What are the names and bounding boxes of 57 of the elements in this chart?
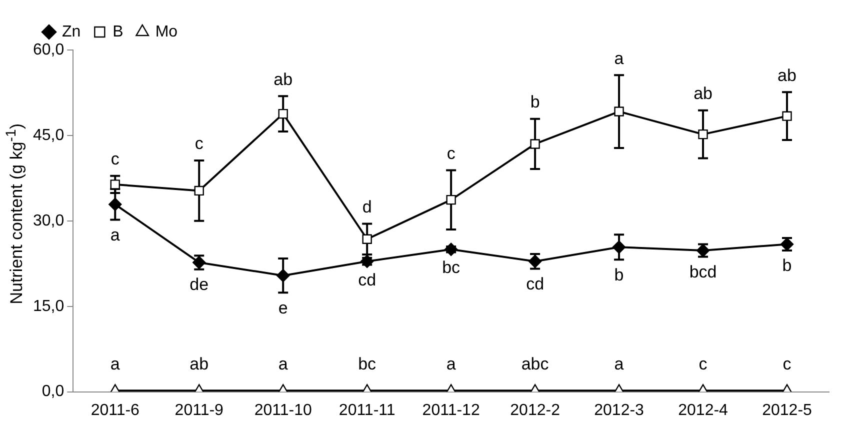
annotation: a <box>110 225 120 244</box>
y-tick-label: 45,0 <box>33 126 64 144</box>
x-tick-label: 2012-4 <box>678 402 728 419</box>
annotation: c <box>782 354 792 374</box>
legend-label: B <box>112 23 124 40</box>
annotation: ab <box>190 354 209 374</box>
x-tick-label: 2012-2 <box>510 402 560 419</box>
annotation: bc <box>442 258 461 277</box>
point <box>782 111 792 121</box>
x-tick-label: 2011-9 <box>174 402 224 419</box>
y-tick-label: 60,0 <box>33 41 64 58</box>
point <box>444 242 458 256</box>
point <box>362 234 372 244</box>
x-tick-label: 2011-11 <box>338 402 396 419</box>
annotation: d <box>362 197 372 216</box>
point <box>614 106 624 116</box>
annotation: ab <box>274 70 293 89</box>
x-tick-label: 2012-5 <box>762 402 812 419</box>
annotation: bc <box>358 354 377 374</box>
annotation: a <box>446 354 456 374</box>
annotation: cd <box>358 270 376 290</box>
annotation: a <box>110 354 120 374</box>
point <box>278 108 288 119</box>
legend-label: Zn <box>62 23 81 40</box>
point <box>530 139 540 149</box>
point <box>110 180 120 190</box>
point <box>108 198 122 211</box>
x-tick-label: 2012-3 <box>594 402 644 419</box>
x-tick-label: 2011-12 <box>422 402 480 419</box>
annotation: a <box>614 354 624 374</box>
x-tick-label: 2011-10 <box>254 402 312 419</box>
point <box>612 240 626 254</box>
annotation: ab <box>778 66 796 85</box>
annotation: c <box>194 134 204 154</box>
y-tick-label: 30,0 <box>33 212 64 230</box>
annotation: abc <box>521 354 550 374</box>
point <box>194 186 204 196</box>
annotation: b <box>614 265 624 284</box>
annotation: e <box>278 298 288 318</box>
annotation: c <box>110 150 120 169</box>
y-tick-label: 0,0 <box>42 383 64 400</box>
x-tick-label: 2011-6 <box>90 402 140 419</box>
annotation: de <box>190 275 209 294</box>
point <box>276 268 290 282</box>
annotation: ab <box>694 84 712 104</box>
legend-label: Mo <box>155 23 178 40</box>
annotation: bcd <box>689 262 717 282</box>
annotation: c <box>446 144 456 163</box>
annotation: b <box>530 92 540 112</box>
y-tick-label: 15,0 <box>33 298 64 315</box>
annotation: cd <box>526 274 544 294</box>
annotation: b <box>782 256 792 276</box>
point <box>446 194 456 205</box>
annotation: c <box>698 354 708 374</box>
annotation: a <box>614 48 624 68</box>
point <box>698 129 708 140</box>
annotation: a <box>278 354 288 374</box>
